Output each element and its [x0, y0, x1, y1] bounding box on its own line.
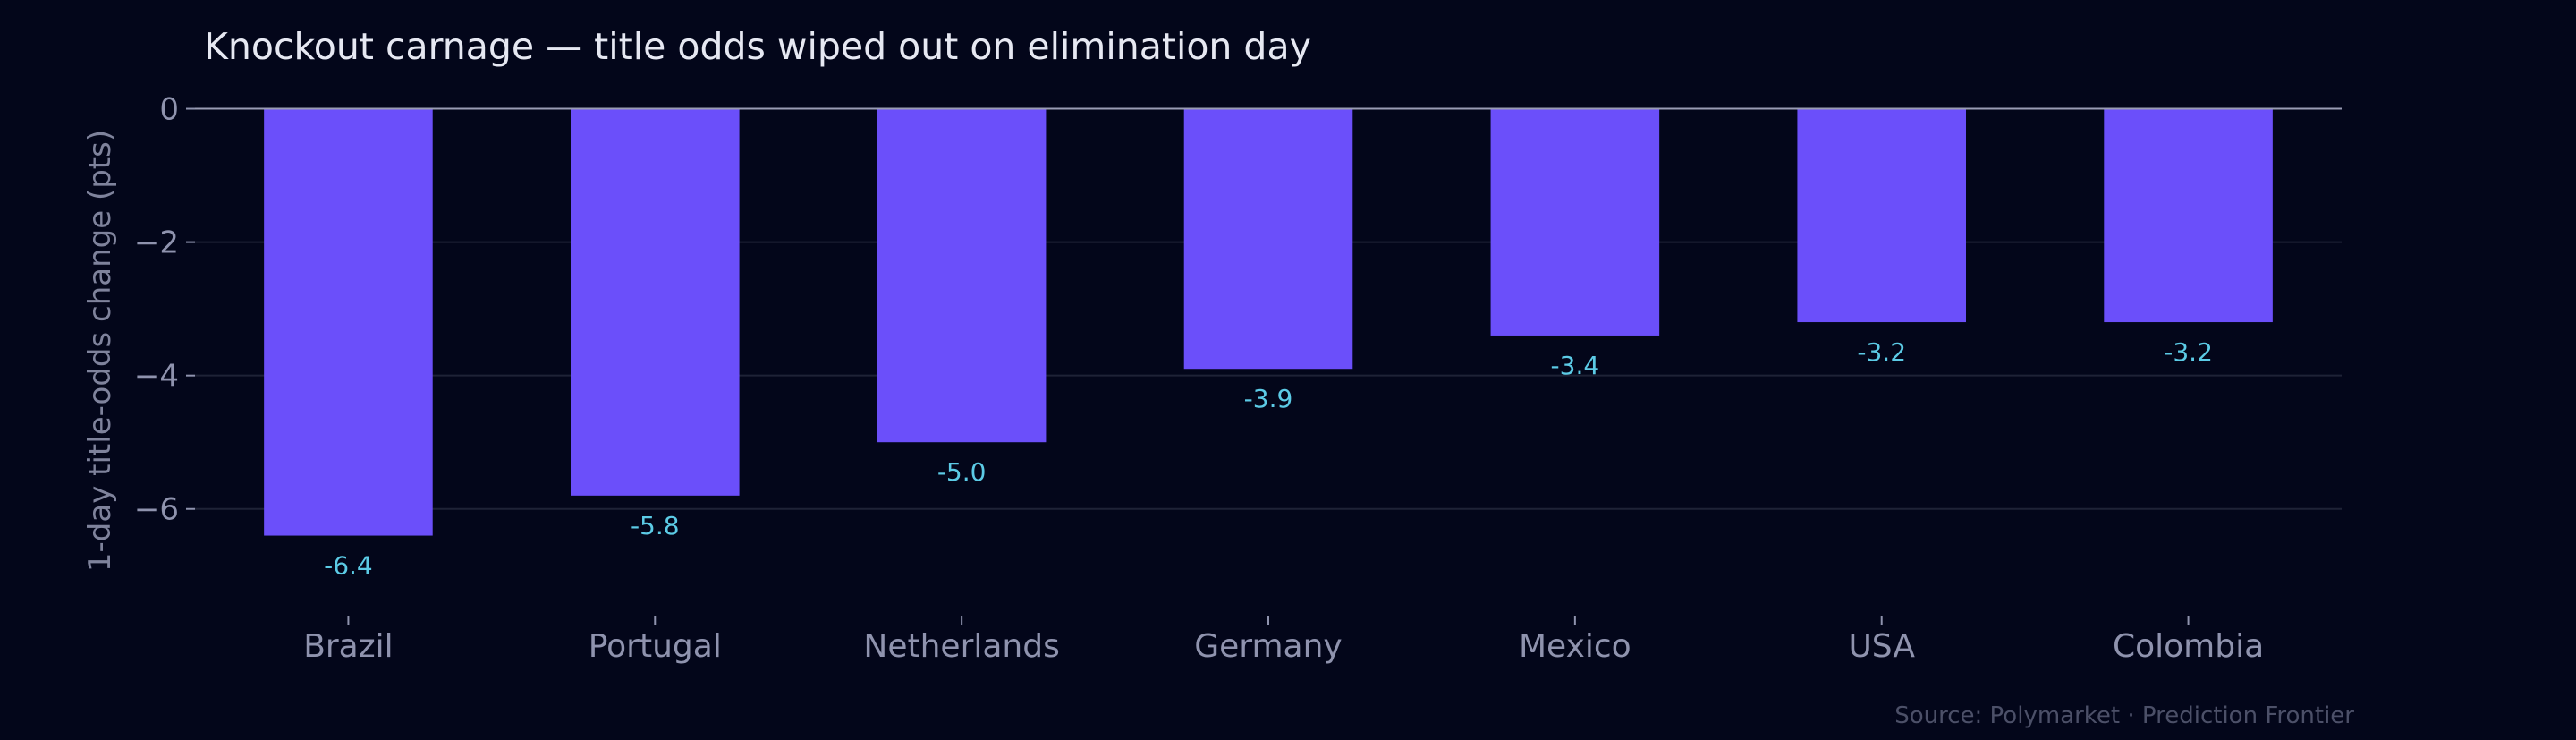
data-label: -3.4: [1551, 351, 1600, 380]
x-tick-label: USA: [1848, 628, 1915, 665]
x-tick-label: Netherlands: [863, 628, 1059, 665]
bar: [877, 108, 1046, 443]
y-axis-label: 1-day title-odds change (pts): [82, 130, 118, 572]
source-note: Source: Polymarket · Prediction Frontier: [1894, 702, 2354, 729]
x-tick-label: Mexico: [1519, 628, 1631, 665]
bar: [571, 108, 740, 496]
bar: [264, 108, 433, 536]
data-label: -3.2: [1857, 337, 1906, 367]
data-label: -6.4: [324, 551, 373, 581]
data-label: -3.2: [2164, 337, 2213, 367]
y-tick-label: −6: [134, 492, 179, 528]
bar: [1490, 108, 1660, 336]
y-tick-label: −2: [134, 225, 179, 261]
y-tick-label: −4: [134, 359, 179, 395]
x-tick-label: Colombia: [2113, 628, 2264, 665]
bars: [264, 108, 2273, 536]
data-label: -5.8: [631, 511, 680, 540]
data-label: -3.9: [1244, 384, 1293, 413]
x-tick-label: Germany: [1194, 628, 1342, 665]
bar: [2104, 108, 2273, 323]
data-labels: -6.4 -5.8 -5.0 -3.9 -3.4 -3.2 -3.2: [324, 337, 2213, 581]
bar: [1797, 108, 1966, 323]
bar: [1183, 108, 1353, 370]
data-label: -5.0: [937, 457, 987, 487]
y-tick-label: 0: [159, 92, 179, 128]
x-tick-label: Brazil: [303, 628, 393, 665]
x-tick-label: Portugal: [589, 628, 722, 665]
chart-title: Knockout carnage — title odds wiped out …: [204, 25, 1311, 68]
axis-ticks: 0 −2 −4 −6 Brazil Portugal Netherlands Germany M…: [134, 92, 2264, 665]
